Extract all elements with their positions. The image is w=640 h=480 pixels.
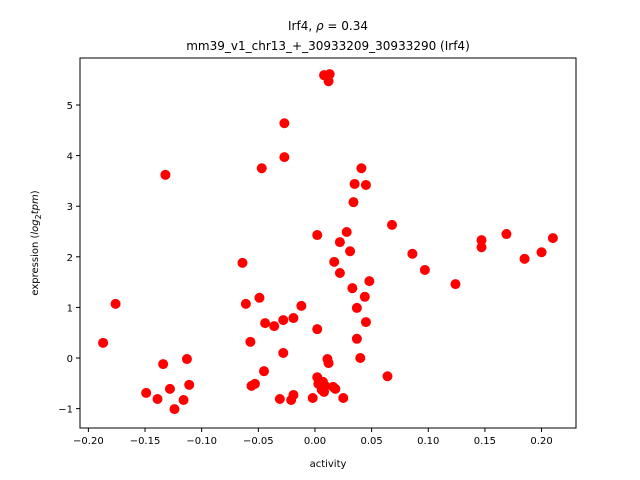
data-point bbox=[382, 371, 393, 382]
data-point bbox=[360, 317, 371, 328]
data-point bbox=[387, 219, 398, 230]
y-tick-label: 0 bbox=[67, 354, 73, 365]
data-point bbox=[547, 233, 558, 244]
chart-title-line1: Irf4, ρ = 0.34 bbox=[288, 19, 368, 33]
data-point bbox=[450, 279, 461, 290]
data-point bbox=[312, 230, 323, 241]
data-point bbox=[169, 404, 180, 415]
data-point bbox=[288, 389, 299, 400]
data-point bbox=[164, 383, 175, 394]
data-point bbox=[279, 118, 290, 129]
data-point bbox=[274, 394, 285, 405]
x-tick-label: −0.10 bbox=[186, 436, 217, 447]
data-point bbox=[347, 283, 358, 294]
data-point bbox=[355, 353, 366, 364]
data-point bbox=[184, 379, 195, 390]
data-point bbox=[324, 69, 335, 80]
y-tick-label: 2 bbox=[67, 253, 73, 264]
y-tick-label: 5 bbox=[67, 101, 73, 112]
data-point bbox=[237, 257, 248, 268]
data-point bbox=[278, 315, 289, 326]
data-point bbox=[351, 333, 362, 344]
plot-frame bbox=[79, 57, 577, 429]
x-axis-label: activity bbox=[310, 459, 347, 470]
data-point bbox=[356, 163, 367, 174]
data-point bbox=[359, 291, 370, 302]
chart-title-line2: mm39_v1_chr13_+_30933209_30933290 (Irf4) bbox=[186, 39, 470, 53]
x-tick-label: 0.10 bbox=[417, 436, 439, 447]
data-point bbox=[349, 178, 360, 189]
data-point bbox=[536, 247, 547, 258]
data-point bbox=[330, 383, 341, 394]
data-point bbox=[269, 321, 280, 332]
y-tick-label: 1 bbox=[67, 303, 73, 314]
data-point bbox=[320, 380, 331, 391]
data-point bbox=[260, 318, 271, 329]
data-point bbox=[419, 264, 430, 275]
data-point bbox=[348, 197, 359, 208]
x-tick-label: 0.05 bbox=[360, 436, 382, 447]
data-point bbox=[334, 268, 345, 279]
data-point bbox=[364, 276, 375, 287]
data-point bbox=[98, 337, 109, 348]
data-point bbox=[351, 302, 362, 313]
data-point bbox=[329, 256, 340, 267]
data-point bbox=[501, 229, 512, 240]
data-point bbox=[334, 237, 345, 248]
data-point bbox=[476, 242, 487, 253]
data-point bbox=[341, 227, 352, 238]
data-point bbox=[338, 392, 349, 403]
data-point bbox=[323, 358, 334, 369]
data-point bbox=[312, 324, 323, 335]
points-layer bbox=[98, 69, 558, 415]
data-point bbox=[160, 169, 171, 180]
data-point bbox=[152, 394, 163, 405]
data-point bbox=[476, 235, 487, 246]
data-point bbox=[296, 300, 307, 311]
data-point bbox=[249, 378, 260, 389]
data-point bbox=[307, 392, 318, 403]
y-axis-label: expression (log2tpm) bbox=[30, 190, 43, 295]
data-point bbox=[181, 354, 192, 365]
data-point bbox=[279, 152, 290, 163]
data-point bbox=[256, 163, 267, 174]
data-point bbox=[245, 336, 256, 347]
x-tick-label: −0.20 bbox=[73, 436, 104, 447]
data-point bbox=[240, 298, 251, 309]
y-tick-label: 4 bbox=[67, 152, 73, 163]
data-point bbox=[258, 366, 269, 377]
data-point bbox=[345, 246, 356, 257]
x-tick-label: 0.15 bbox=[474, 436, 496, 447]
data-point bbox=[288, 313, 299, 324]
data-point bbox=[178, 395, 189, 406]
data-point bbox=[407, 248, 418, 259]
data-point bbox=[158, 359, 169, 370]
y-tick-label: 3 bbox=[67, 202, 73, 213]
data-point bbox=[519, 253, 530, 264]
y-axis: −1 0 1 2 3 4 5 bbox=[58, 101, 80, 416]
x-tick-label: 0.00 bbox=[304, 436, 326, 447]
data-point bbox=[278, 347, 289, 358]
data-point bbox=[110, 298, 121, 309]
y-tick-label: −1 bbox=[58, 405, 73, 416]
x-tick-label: −0.15 bbox=[130, 436, 161, 447]
data-point bbox=[141, 387, 152, 398]
data-point bbox=[254, 292, 265, 303]
x-tick-label: −0.05 bbox=[243, 436, 274, 447]
x-tick-label: 0.20 bbox=[530, 436, 552, 447]
data-point bbox=[360, 179, 371, 190]
x-axis: −0.20 −0.15 −0.10 −0.05 0.00 0.05 0.10 0.15 0.20 bbox=[73, 428, 553, 447]
